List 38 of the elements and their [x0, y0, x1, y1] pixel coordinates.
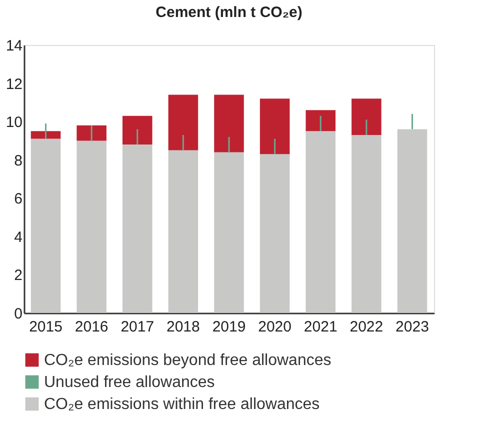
x-tick-label: 2019 [212, 318, 246, 336]
y-tick-label: 6 [14, 190, 22, 208]
x-tick-label: 2018 [166, 318, 200, 336]
chart-title: Cement (mln t CO₂e) [156, 4, 302, 21]
x-tick-label: 2016 [74, 318, 108, 336]
legend-label: CO₂e emissions within free allowances [44, 396, 320, 413]
bar [260, 154, 290, 313]
bar [214, 94, 244, 152]
x-tick-label: 2021 [304, 318, 338, 336]
bar [76, 125, 106, 141]
x-tick-label: 2015 [29, 318, 62, 336]
y-tick-label: 14 [6, 38, 22, 54]
bar [214, 152, 244, 313]
bar [352, 134, 382, 313]
y-tick-label: 10 [6, 114, 22, 132]
y-tick-label: 8 [14, 152, 22, 170]
bar [122, 144, 152, 313]
legend-label: CO₂e emissions beyond free allowances [44, 352, 332, 369]
bar [260, 98, 290, 154]
x-tick-label: 2017 [120, 318, 154, 336]
y-tick-label: 2 [14, 267, 22, 284]
y-tick-label: 4 [14, 228, 22, 246]
legend-label: Unused free allowances [44, 374, 215, 391]
x-tick-label: 2020 [258, 318, 292, 336]
x-tick-label: 2022 [350, 318, 384, 336]
bar [397, 129, 428, 313]
x-tick-label: 2023 [396, 318, 429, 336]
bar [30, 131, 61, 139]
bar [306, 110, 336, 132]
bar [76, 140, 106, 313]
bar [30, 138, 61, 313]
y-tick-label: 0 [14, 306, 22, 322]
bar [168, 94, 198, 150]
bar [168, 150, 198, 313]
bar [306, 131, 336, 313]
y-tick-label: 12 [6, 76, 22, 93]
bar [352, 98, 382, 135]
bar [122, 116, 152, 145]
